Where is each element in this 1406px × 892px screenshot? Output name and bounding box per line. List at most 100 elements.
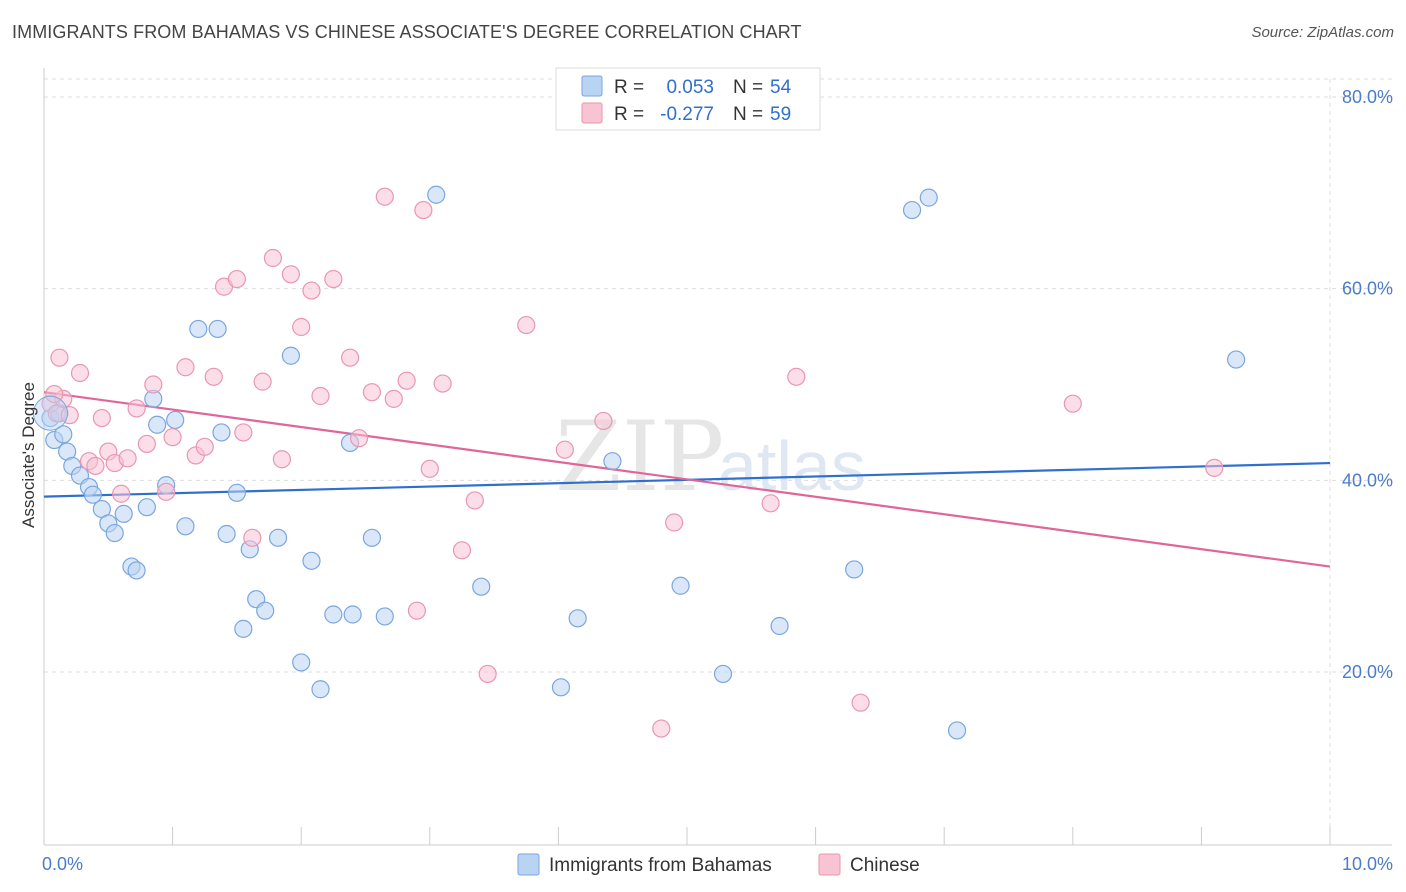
point-chinese-32: [311, 386, 330, 406]
point-chinese-39: [397, 371, 416, 390]
point-chinese-50: [652, 719, 671, 738]
series-legend-label-bahamas: Immigrants from Bahamas: [549, 855, 772, 876]
point-bahamas-21: [189, 319, 208, 339]
point-chinese-20: [195, 437, 214, 456]
point-chinese-16: [157, 482, 176, 501]
point-chinese-5: [70, 363, 90, 383]
point-chinese-13: [127, 399, 146, 418]
legend-n-value-chinese: 59: [770, 104, 791, 125]
point-chinese-33: [324, 269, 343, 289]
point-chinese-30: [292, 317, 311, 337]
point-bahamas-26: [234, 619, 253, 638]
data-points: [32, 185, 1246, 740]
point-bahamas-35: [324, 605, 343, 624]
series-legend-label-chinese: Chinese: [850, 855, 920, 876]
point-bahamas-24: [217, 524, 236, 544]
point-chinese-14: [137, 434, 156, 454]
point-bahamas-50: [919, 188, 938, 207]
point-chinese-27: [263, 248, 283, 268]
point-bahamas-34: [311, 680, 330, 699]
axes: [43, 68, 1392, 846]
point-chinese-51: [665, 513, 684, 532]
correlation-legend: R = 0.053 N = 54 R = -0.277 N = 59: [555, 67, 821, 131]
trend-lines: [43, 391, 1331, 568]
point-bahamas-33: [302, 551, 321, 570]
y-tick-label-60: 60.0%: [1342, 279, 1393, 299]
point-chinese-23: [227, 269, 246, 289]
chart-title: IMMIGRANTS FROM BAHAMAS VS CHINESE ASSOC…: [12, 22, 802, 42]
point-bahamas-8: [83, 485, 102, 504]
legend-swatch-bahamas: [581, 75, 603, 97]
point-bahamas-30: [268, 528, 288, 547]
point-chinese-29: [281, 265, 301, 284]
point-bahamas-45: [671, 576, 690, 595]
point-chinese-18: [176, 358, 195, 377]
series-legend: Immigrants from Bahamas Chinese: [517, 853, 920, 876]
watermark-atlas: atlas: [718, 427, 866, 505]
x-tick-label-1: 10.0%: [1342, 854, 1393, 874]
point-bahamas-15: [137, 498, 156, 517]
point-chinese-36: [362, 383, 382, 402]
legend-n-label-bahamas: N =: [733, 77, 763, 98]
y-tick-label-80: 80.0%: [1342, 87, 1393, 107]
point-bahamas-52: [1227, 350, 1246, 369]
point-chinese-25: [243, 528, 262, 547]
point-chinese-37: [375, 187, 394, 206]
point-bahamas-46: [713, 664, 733, 684]
point-chinese-11: [112, 484, 131, 503]
point-chinese-7: [86, 456, 105, 476]
legend-r-label-bahamas: R =: [614, 77, 644, 98]
point-chinese-12: [118, 449, 137, 468]
point-bahamas-51: [947, 721, 967, 740]
point-bahamas-12: [114, 504, 133, 523]
point-bahamas-49: [902, 200, 922, 220]
legend-r-value-bahamas: 0.053: [666, 77, 714, 98]
point-bahamas-23: [212, 423, 231, 442]
point-bahamas-42: [551, 678, 571, 697]
point-bahamas-11: [105, 523, 124, 543]
point-bahamas-19: [166, 410, 185, 430]
point-bahamas-22: [208, 319, 227, 339]
point-chinese-49: [594, 411, 613, 431]
point-chinese-47: [517, 315, 536, 335]
point-chinese-43: [433, 374, 452, 393]
trend-line-chinese: [43, 391, 1331, 568]
point-bahamas-41: [472, 577, 491, 596]
point-chinese-44: [452, 541, 472, 560]
point-bahamas-25: [227, 483, 246, 502]
point-bahamas-3: [54, 425, 73, 444]
legend-n-label-chinese: N =: [733, 104, 763, 125]
legend-r-label-chinese: R =: [614, 104, 644, 125]
y-tick-label-40: 40.0%: [1342, 470, 1393, 490]
legend-swatch-chinese: [581, 102, 603, 124]
point-bahamas-31: [281, 346, 301, 365]
point-chinese-56: [1205, 458, 1224, 477]
point-chinese-40: [407, 601, 427, 620]
legend-r-value-chinese: -0.277: [660, 104, 714, 125]
x-tick-label-0: 0.0%: [42, 854, 83, 874]
point-bahamas-37: [343, 605, 362, 624]
point-chinese-2: [50, 348, 69, 367]
point-bahamas-32: [292, 653, 311, 672]
point-chinese-8: [92, 408, 111, 428]
point-chinese-53: [787, 367, 806, 386]
point-bahamas-38: [362, 528, 382, 547]
point-chinese-55: [1063, 394, 1082, 413]
point-chinese-21: [204, 367, 223, 386]
point-chinese-28: [272, 450, 292, 469]
point-chinese-38: [384, 389, 403, 408]
series-legend-swatch-chinese: [818, 853, 841, 876]
point-bahamas-39: [375, 607, 394, 626]
point-bahamas-29: [256, 601, 275, 620]
point-chinese-46: [478, 664, 497, 684]
point-chinese-48: [555, 440, 574, 459]
watermark-zip: ZIP: [555, 401, 724, 513]
y-tick-label-20: 20.0%: [1342, 662, 1393, 682]
point-bahamas-40: [427, 185, 446, 204]
point-chinese-45: [465, 491, 484, 510]
point-chinese-15: [144, 375, 163, 394]
point-chinese-54: [851, 693, 870, 712]
point-bahamas-cluster: [32, 395, 68, 431]
tick-labels: 20.0% 40.0% 60.0% 80.0% 0.0% 10.0%: [42, 87, 1393, 874]
